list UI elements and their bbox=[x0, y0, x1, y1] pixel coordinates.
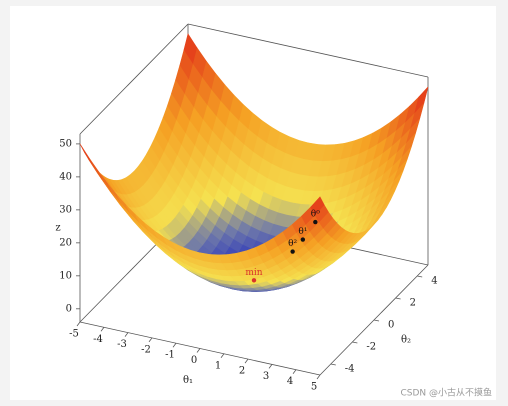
y-tick-label: 4 bbox=[431, 276, 437, 287]
x-tick bbox=[76, 321, 81, 327]
x-tick bbox=[292, 369, 297, 374]
watermark: CSDN @小古从不摸鱼 bbox=[400, 387, 492, 399]
x-axis-label: θ₁ bbox=[183, 375, 193, 386]
y-tick-label: -2 bbox=[366, 342, 376, 353]
axis-edge bbox=[79, 23, 189, 135]
point bbox=[313, 219, 318, 225]
y-tick bbox=[395, 297, 401, 300]
y-tick-label: 2 bbox=[410, 298, 416, 309]
x-tick-label: 2 bbox=[239, 366, 245, 377]
axis-edge bbox=[187, 23, 429, 78]
x-tick bbox=[196, 348, 201, 353]
y-tick bbox=[373, 319, 380, 322]
y-tick bbox=[352, 341, 358, 344]
z-tick-label: 40 bbox=[59, 171, 72, 182]
x-tick-label: -3 bbox=[117, 339, 127, 350]
x-tick bbox=[316, 374, 321, 380]
x-tick-label: 5 bbox=[311, 382, 317, 393]
point-label: θ⁰ bbox=[311, 210, 320, 220]
x-tick-label: 0 bbox=[191, 355, 197, 366]
z-tick-label: 50 bbox=[59, 138, 72, 149]
x-tick-label: 4 bbox=[287, 376, 293, 387]
x-tick-label: 3 bbox=[263, 371, 269, 382]
surface-patch bbox=[310, 196, 325, 216]
x-tick bbox=[220, 353, 225, 359]
point-label: θ¹ bbox=[298, 227, 307, 237]
point bbox=[251, 278, 257, 283]
x-tick-label: -1 bbox=[165, 350, 175, 361]
x-tick bbox=[100, 327, 105, 332]
x-tick-label: -2 bbox=[141, 344, 151, 355]
x-tick bbox=[124, 332, 129, 337]
z-tick-label: 10 bbox=[59, 270, 72, 281]
z-tick-label: 0 bbox=[66, 303, 72, 314]
x-tick bbox=[244, 358, 249, 364]
x-tick-label: -4 bbox=[93, 334, 103, 345]
x-tick-label: 1 bbox=[215, 360, 221, 371]
x-tick-label: -5 bbox=[69, 329, 79, 340]
x-tick bbox=[148, 337, 153, 343]
y-tick-label: 0 bbox=[388, 320, 394, 331]
point-label: θ² bbox=[288, 239, 297, 249]
x-tick bbox=[268, 364, 273, 369]
z-tick-label: 20 bbox=[59, 237, 72, 248]
y-axis-label: θ₂ bbox=[401, 335, 411, 346]
point bbox=[290, 249, 295, 254]
y-tick bbox=[417, 275, 423, 278]
point-label: min bbox=[245, 268, 262, 278]
z-tick-label: 30 bbox=[59, 204, 72, 215]
y-tick-label: -4 bbox=[345, 364, 355, 375]
y-tick bbox=[330, 363, 336, 366]
z-axis-label: z bbox=[55, 223, 60, 234]
surface bbox=[79, 33, 429, 292]
x-tick bbox=[172, 342, 177, 348]
point bbox=[300, 237, 306, 242]
